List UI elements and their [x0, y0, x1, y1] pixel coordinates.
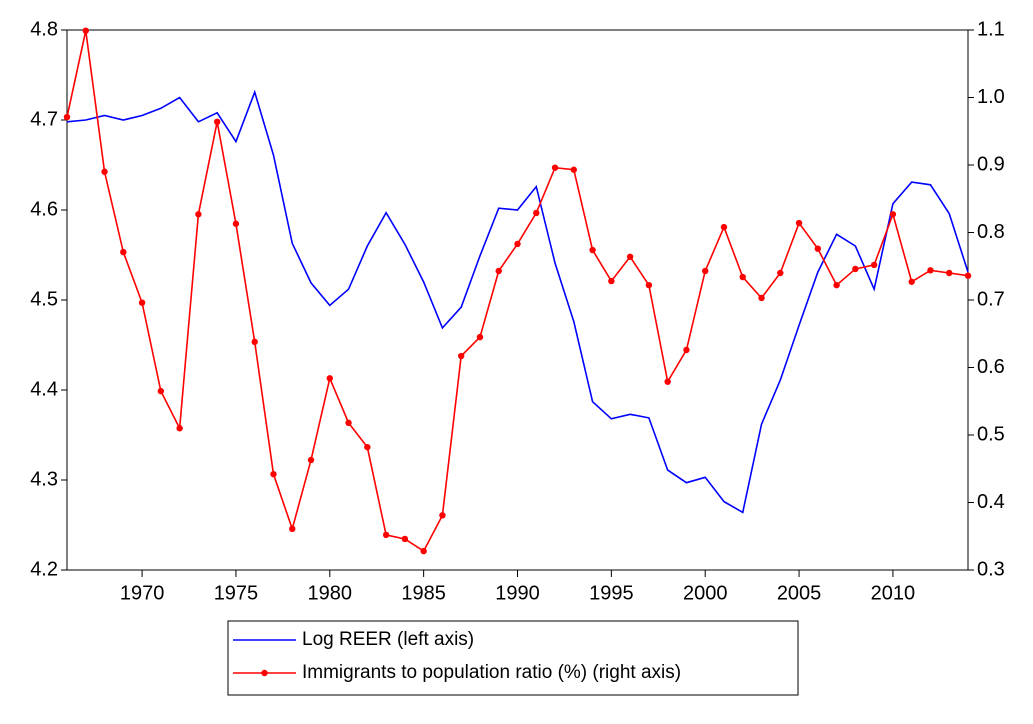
point-marker — [889, 211, 897, 218]
y2-tick-label: 0.4 — [977, 491, 1005, 513]
point-marker — [626, 253, 634, 260]
point-marker — [307, 456, 315, 464]
point-marker — [514, 240, 521, 248]
point-marker — [195, 211, 202, 218]
point-marker — [927, 267, 934, 274]
point-marker — [795, 219, 803, 227]
point-marker — [777, 269, 784, 277]
point-marker — [382, 531, 390, 539]
y2-tick-label: 0.8 — [977, 221, 1005, 243]
point-marker — [645, 281, 653, 289]
point-marker — [457, 352, 465, 360]
y2-tick-label: 0.6 — [977, 356, 1005, 378]
y2-tick-label: 0.5 — [977, 423, 1005, 445]
y2-tick-label: 1.0 — [977, 86, 1005, 108]
point-marker — [82, 27, 89, 34]
point-marker — [232, 220, 240, 227]
point-marker — [157, 387, 165, 395]
x-tick-label: 2010 — [871, 582, 916, 604]
point-marker — [551, 164, 559, 171]
point-marker — [495, 267, 502, 275]
point-marker — [420, 547, 427, 555]
point-marker — [533, 209, 540, 217]
y-tick-label: 4.3 — [30, 468, 58, 490]
point-marker — [720, 223, 728, 231]
x-tick-label: 1975 — [214, 582, 259, 604]
y2-tick-label: 0.9 — [977, 153, 1005, 175]
x-tick-label: 1970 — [120, 582, 165, 604]
point-marker — [345, 419, 352, 427]
y-tick-label: 4.2 — [30, 558, 58, 580]
point-marker — [758, 294, 765, 302]
x-tick-label: 1985 — [401, 582, 446, 604]
point-marker — [138, 299, 146, 306]
point-marker — [364, 443, 371, 451]
x-tick-label: 1995 — [589, 582, 634, 604]
point-marker — [852, 265, 859, 273]
y-tick-label: 4.5 — [30, 288, 58, 310]
legend-marker — [261, 669, 268, 677]
y-tick-label: 4.4 — [30, 378, 58, 400]
y2-tick-label: 0.7 — [977, 288, 1005, 310]
point-marker — [476, 333, 484, 341]
plot-frame — [66, 29, 969, 571]
point-marker — [270, 470, 277, 478]
point-marker — [814, 245, 822, 252]
point-marker — [63, 113, 71, 121]
series-line — [66, 30, 969, 553]
point-marker — [101, 168, 108, 175]
point-marker — [213, 118, 221, 126]
point-marker — [870, 261, 878, 269]
point-marker — [589, 246, 596, 254]
point-marker — [439, 512, 446, 519]
y2-tick-label: 0.3 — [977, 558, 1005, 580]
legend-box — [227, 620, 799, 696]
point-marker — [683, 346, 690, 354]
y-tick-label: 4.6 — [30, 198, 58, 220]
y2-tick-label: 1.1 — [977, 18, 1005, 40]
y-tick-label: 4.8 — [30, 18, 58, 40]
point-marker — [908, 278, 915, 285]
point-marker — [176, 425, 183, 432]
point-marker — [326, 375, 333, 382]
legend-label: Immigrants to population ratio (%) (righ… — [302, 662, 681, 683]
point-marker — [608, 277, 615, 285]
point-marker — [664, 378, 671, 385]
point-marker — [702, 267, 709, 275]
x-tick-label: 1990 — [495, 582, 540, 604]
point-marker — [964, 272, 972, 279]
series-line — [66, 89, 969, 514]
point-marker — [289, 525, 296, 533]
point-marker — [401, 535, 409, 543]
point-marker — [833, 281, 840, 289]
point-marker — [946, 269, 953, 277]
point-marker — [570, 166, 578, 173]
point-marker — [251, 338, 258, 346]
point-marker — [120, 248, 127, 256]
y-tick-label: 4.7 — [30, 108, 58, 130]
legend-label: Log REER (left axis) — [302, 629, 474, 650]
x-tick-label: 2005 — [777, 582, 822, 604]
x-tick-label: 2000 — [683, 582, 728, 604]
x-tick-label: 1980 — [308, 582, 353, 604]
point-marker — [739, 273, 746, 281]
